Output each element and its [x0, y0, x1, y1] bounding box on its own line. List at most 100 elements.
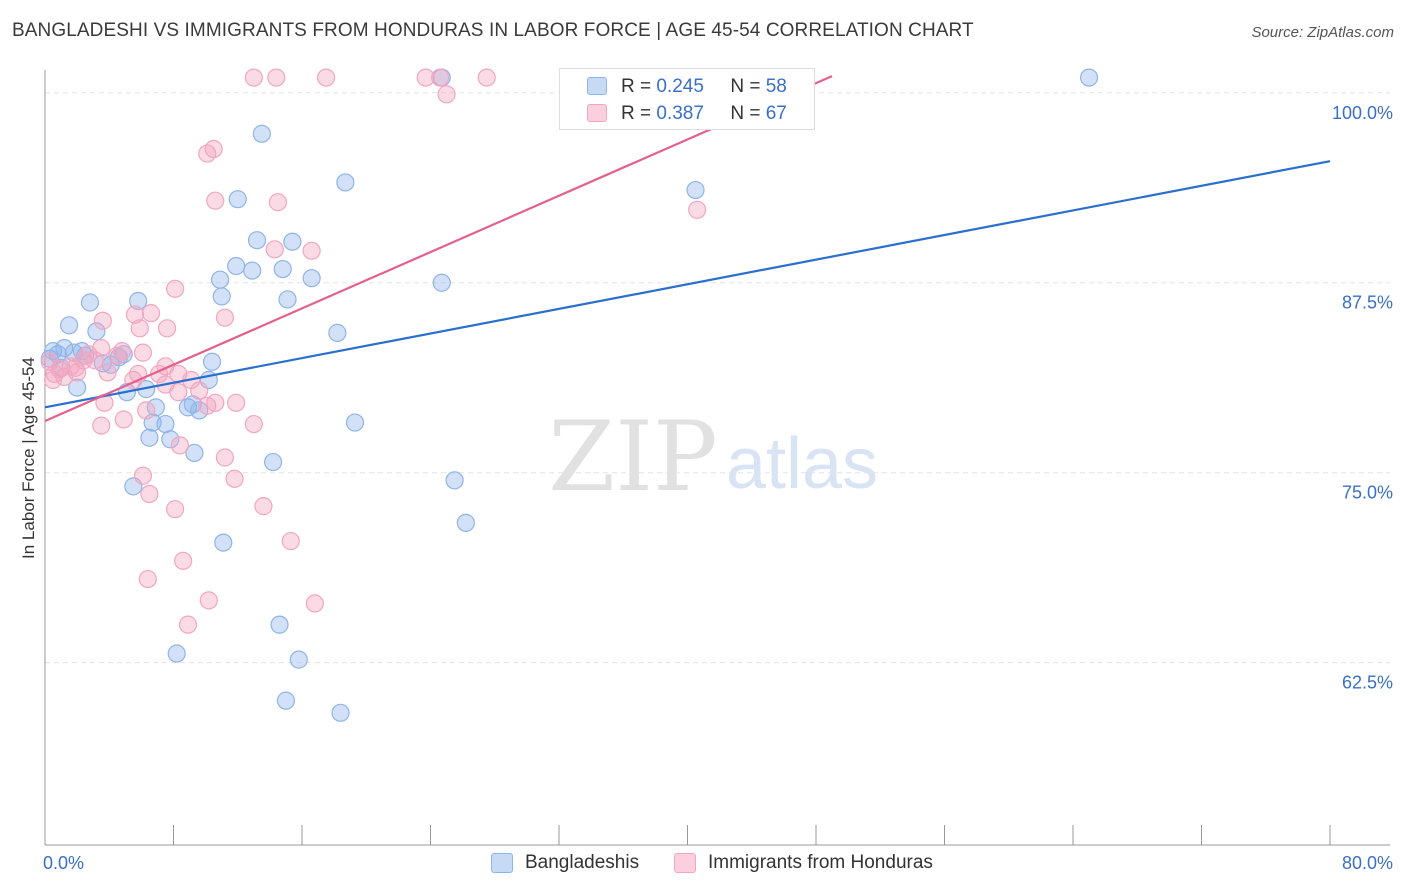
bangladeshi-point	[59, 316, 79, 335]
honduras-point	[112, 342, 132, 361]
bottom-legend-swatch-honduras	[674, 853, 696, 873]
x-tick-label: 80.0%	[1342, 853, 1393, 873]
bangladeshi-point	[243, 261, 262, 280]
legend-n-label: N =	[730, 76, 761, 97]
honduras-point	[199, 591, 218, 610]
honduras-point	[166, 279, 185, 298]
honduras-point	[92, 416, 111, 435]
honduras-point	[477, 68, 496, 87]
legend-n-value: 58	[765, 76, 787, 97]
trend-lines	[44, 75, 1331, 423]
honduras-point	[137, 401, 156, 420]
bangladeshi-point	[278, 290, 297, 309]
chart-title: BANGLADESHI VS IMMIGRANTS FROM HONDURAS …	[12, 20, 974, 41]
honduras-point	[316, 68, 336, 87]
bangladeshi-point	[247, 231, 267, 250]
bangladeshi-point	[228, 190, 247, 209]
honduras-point	[416, 68, 435, 87]
bottom-legend-label: Bangladeshis	[525, 852, 640, 873]
legend-r-value: 0.387	[656, 103, 704, 124]
honduras-point	[225, 469, 244, 488]
honduras-point	[114, 410, 133, 429]
bangladeshi-point	[289, 650, 308, 669]
honduras-point	[98, 363, 117, 382]
watermark-zip: ZIP	[548, 401, 717, 513]
series-honduras	[40, 68, 707, 634]
honduras-point	[206, 191, 225, 210]
series-bangladeshis	[40, 68, 1099, 722]
y-tick-label: 100.0%	[1332, 103, 1393, 123]
honduras-point	[215, 308, 234, 327]
bangladeshi-point	[456, 513, 475, 532]
honduras-point	[66, 358, 85, 377]
honduras-point	[267, 68, 286, 87]
honduras-trend-line	[44, 75, 833, 423]
bangladeshi-point	[331, 703, 350, 722]
bangladeshi-point	[263, 452, 283, 472]
honduras-point	[43, 370, 63, 390]
honduras-point	[215, 448, 234, 467]
bangladeshi-point	[212, 287, 231, 306]
y-axis-label: In Labor Force | Age 45-54	[19, 357, 38, 559]
bangladeshi-point	[178, 398, 198, 417]
honduras-point	[227, 393, 246, 412]
source-credit: Source: ZipAtlas.com	[1251, 24, 1394, 41]
honduras-point	[268, 193, 288, 212]
honduras-point	[141, 304, 161, 323]
correlation-legend: R = 0.245 N = 58 R = 0.387 N = 67	[559, 68, 815, 130]
y-tick-label: 75.0%	[1342, 483, 1393, 503]
bangladeshi-point	[129, 291, 148, 311]
legend-n-value: 67	[765, 103, 787, 124]
honduras-point	[431, 68, 450, 87]
honduras-point	[302, 241, 321, 260]
bottom-legend-label: Immigrants from Honduras	[708, 852, 933, 873]
bangladeshi-point	[302, 269, 321, 288]
honduras-point	[305, 594, 324, 613]
watermark-atlas: atlas	[726, 424, 878, 504]
bangladeshi-point	[328, 323, 347, 342]
honduras-point	[130, 319, 149, 338]
honduras-point	[204, 139, 223, 159]
bangladeshi-trend-line	[44, 160, 1331, 409]
honduras-point	[174, 551, 193, 570]
honduras-point	[206, 393, 225, 412]
bangladeshi-point	[161, 430, 180, 449]
bangladeshi-point	[686, 180, 705, 200]
bangladeshi-point	[210, 270, 230, 289]
honduras-point	[254, 497, 273, 516]
bangladeshi-point	[114, 345, 133, 364]
bangladeshi-point	[167, 644, 186, 663]
honduras-point	[133, 466, 153, 485]
watermark: ZIP atlas	[548, 401, 878, 513]
honduras-point	[170, 436, 190, 455]
bangladeshi-point	[1079, 68, 1099, 87]
bangladeshi-point	[185, 443, 204, 463]
bangladeshi-point	[252, 124, 271, 143]
x-tick-label: 0.0%	[43, 853, 84, 873]
bangladeshi-point	[68, 378, 87, 397]
bangladeshi-point	[273, 259, 292, 279]
legend-r-label: R =	[621, 103, 652, 124]
honduras-point	[437, 85, 456, 104]
bangladeshi-point	[336, 173, 355, 192]
bangladeshi-point	[214, 533, 233, 552]
bangladeshi-point	[283, 232, 302, 251]
legend-r-value: 0.245	[656, 76, 704, 97]
honduras-point	[281, 531, 300, 551]
tick-labels: 62.5% 75.0% 87.5% 100.0% 0.0% 80.0%	[43, 103, 1393, 873]
legend-n-label: N =	[730, 103, 761, 124]
bottom-legend-swatch-bangladeshis	[491, 853, 513, 873]
honduras-point	[190, 381, 209, 400]
honduras-point	[244, 68, 263, 87]
bangladeshi-point	[270, 615, 289, 634]
honduras-point	[169, 383, 188, 402]
legend-swatch-bangladeshis	[587, 77, 607, 95]
bangladeshi-point	[227, 256, 246, 276]
bangladeshi-point	[276, 691, 296, 710]
y-tick-label: 87.5%	[1342, 293, 1393, 313]
bangladeshi-point	[345, 413, 365, 432]
bangladeshi-point	[55, 338, 74, 358]
bangladeshi-point	[445, 471, 464, 490]
honduras-point	[265, 240, 284, 259]
